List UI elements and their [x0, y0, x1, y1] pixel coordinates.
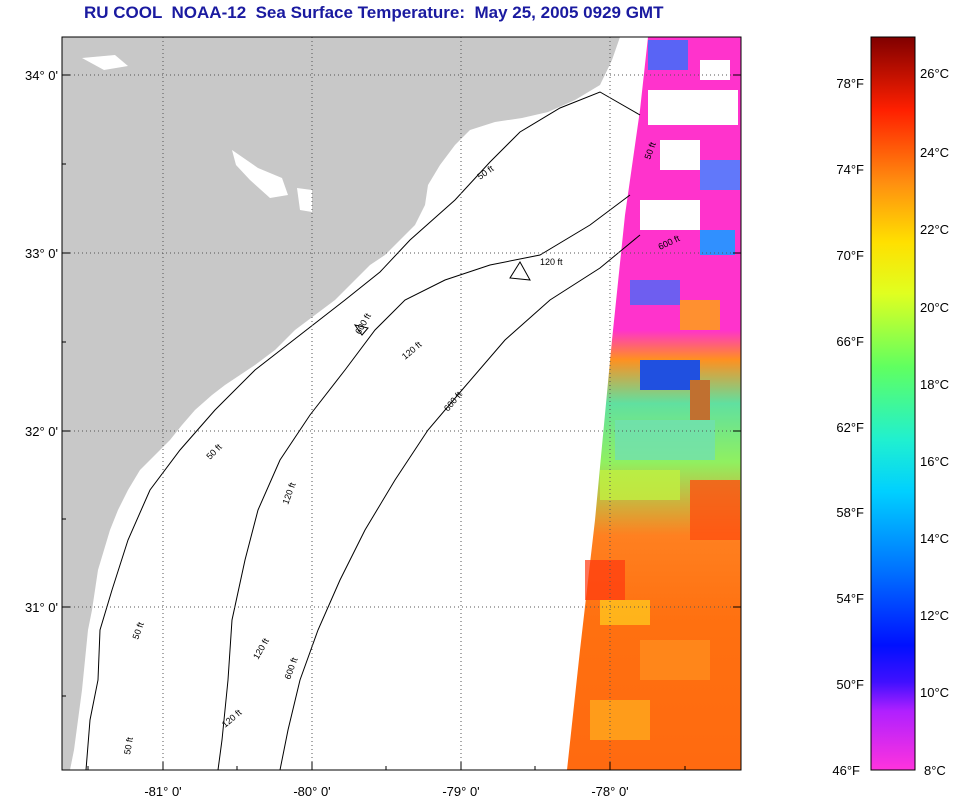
svg-text:54°F: 54°F — [836, 591, 864, 606]
inland-lake — [82, 55, 128, 70]
svg-text:70°F: 70°F — [836, 248, 864, 263]
longitude-label: -79° 0' — [442, 784, 479, 799]
inland-lake — [297, 188, 312, 212]
longitude-label: -80° 0' — [293, 784, 330, 799]
fahrenheit-scale: 78°F 74°F 70°F 66°F 62°F 58°F 54°F 50°F … — [832, 76, 864, 778]
inland-lake — [232, 150, 288, 198]
svg-text:24°C: 24°C — [920, 145, 949, 160]
sst-patches — [585, 40, 740, 740]
svg-text:26°C: 26°C — [920, 66, 949, 81]
svg-text:18°C: 18°C — [920, 377, 949, 392]
svg-text:14°C: 14°C — [920, 531, 949, 546]
svg-text:8°C: 8°C — [924, 763, 946, 778]
svg-text:12°C: 12°C — [920, 608, 949, 623]
svg-text:22°C: 22°C — [920, 222, 949, 237]
contour-labels: 50 ft 50 ft 50 ft 50 ft 50 ft 120 ft 120… — [122, 140, 682, 755]
svg-text:46°F: 46°F — [832, 763, 860, 778]
color-bar — [870, 36, 916, 771]
latitude-label: 32° 0' — [25, 424, 58, 439]
bathymetry-contours — [85, 91, 641, 770]
svg-text:74°F: 74°F — [836, 162, 864, 177]
svg-text:20°C: 20°C — [920, 300, 949, 315]
axis-ticks — [62, 74, 741, 770]
longitude-label: -81° 0' — [144, 784, 181, 799]
svg-text:120 ft: 120 ft — [540, 257, 563, 267]
svg-text:66°F: 66°F — [836, 334, 864, 349]
svg-text:62°F: 62°F — [836, 420, 864, 435]
map-title: RU COOL NOAA-12 Sea Surface Temperature:… — [84, 3, 664, 22]
latitude-label: 33° 0' — [25, 246, 58, 261]
map-frame — [61, 36, 742, 771]
longitude-label: -78° 0' — [591, 784, 628, 799]
svg-text:50°F: 50°F — [836, 677, 864, 692]
celsius-scale: 26°C 24°C 22°C 20°C 18°C 16°C 14°C 12°C … — [920, 66, 949, 778]
svg-text:10°C: 10°C — [920, 685, 949, 700]
svg-text:58°F: 58°F — [836, 505, 864, 520]
svg-text:16°C: 16°C — [920, 454, 949, 469]
land-mass — [62, 37, 620, 770]
latitude-label: 34° 0' — [25, 68, 58, 83]
latitude-label: 31° 0' — [25, 600, 58, 615]
svg-text:50 ft: 50 ft — [122, 736, 135, 755]
svg-text:78°F: 78°F — [836, 76, 864, 91]
